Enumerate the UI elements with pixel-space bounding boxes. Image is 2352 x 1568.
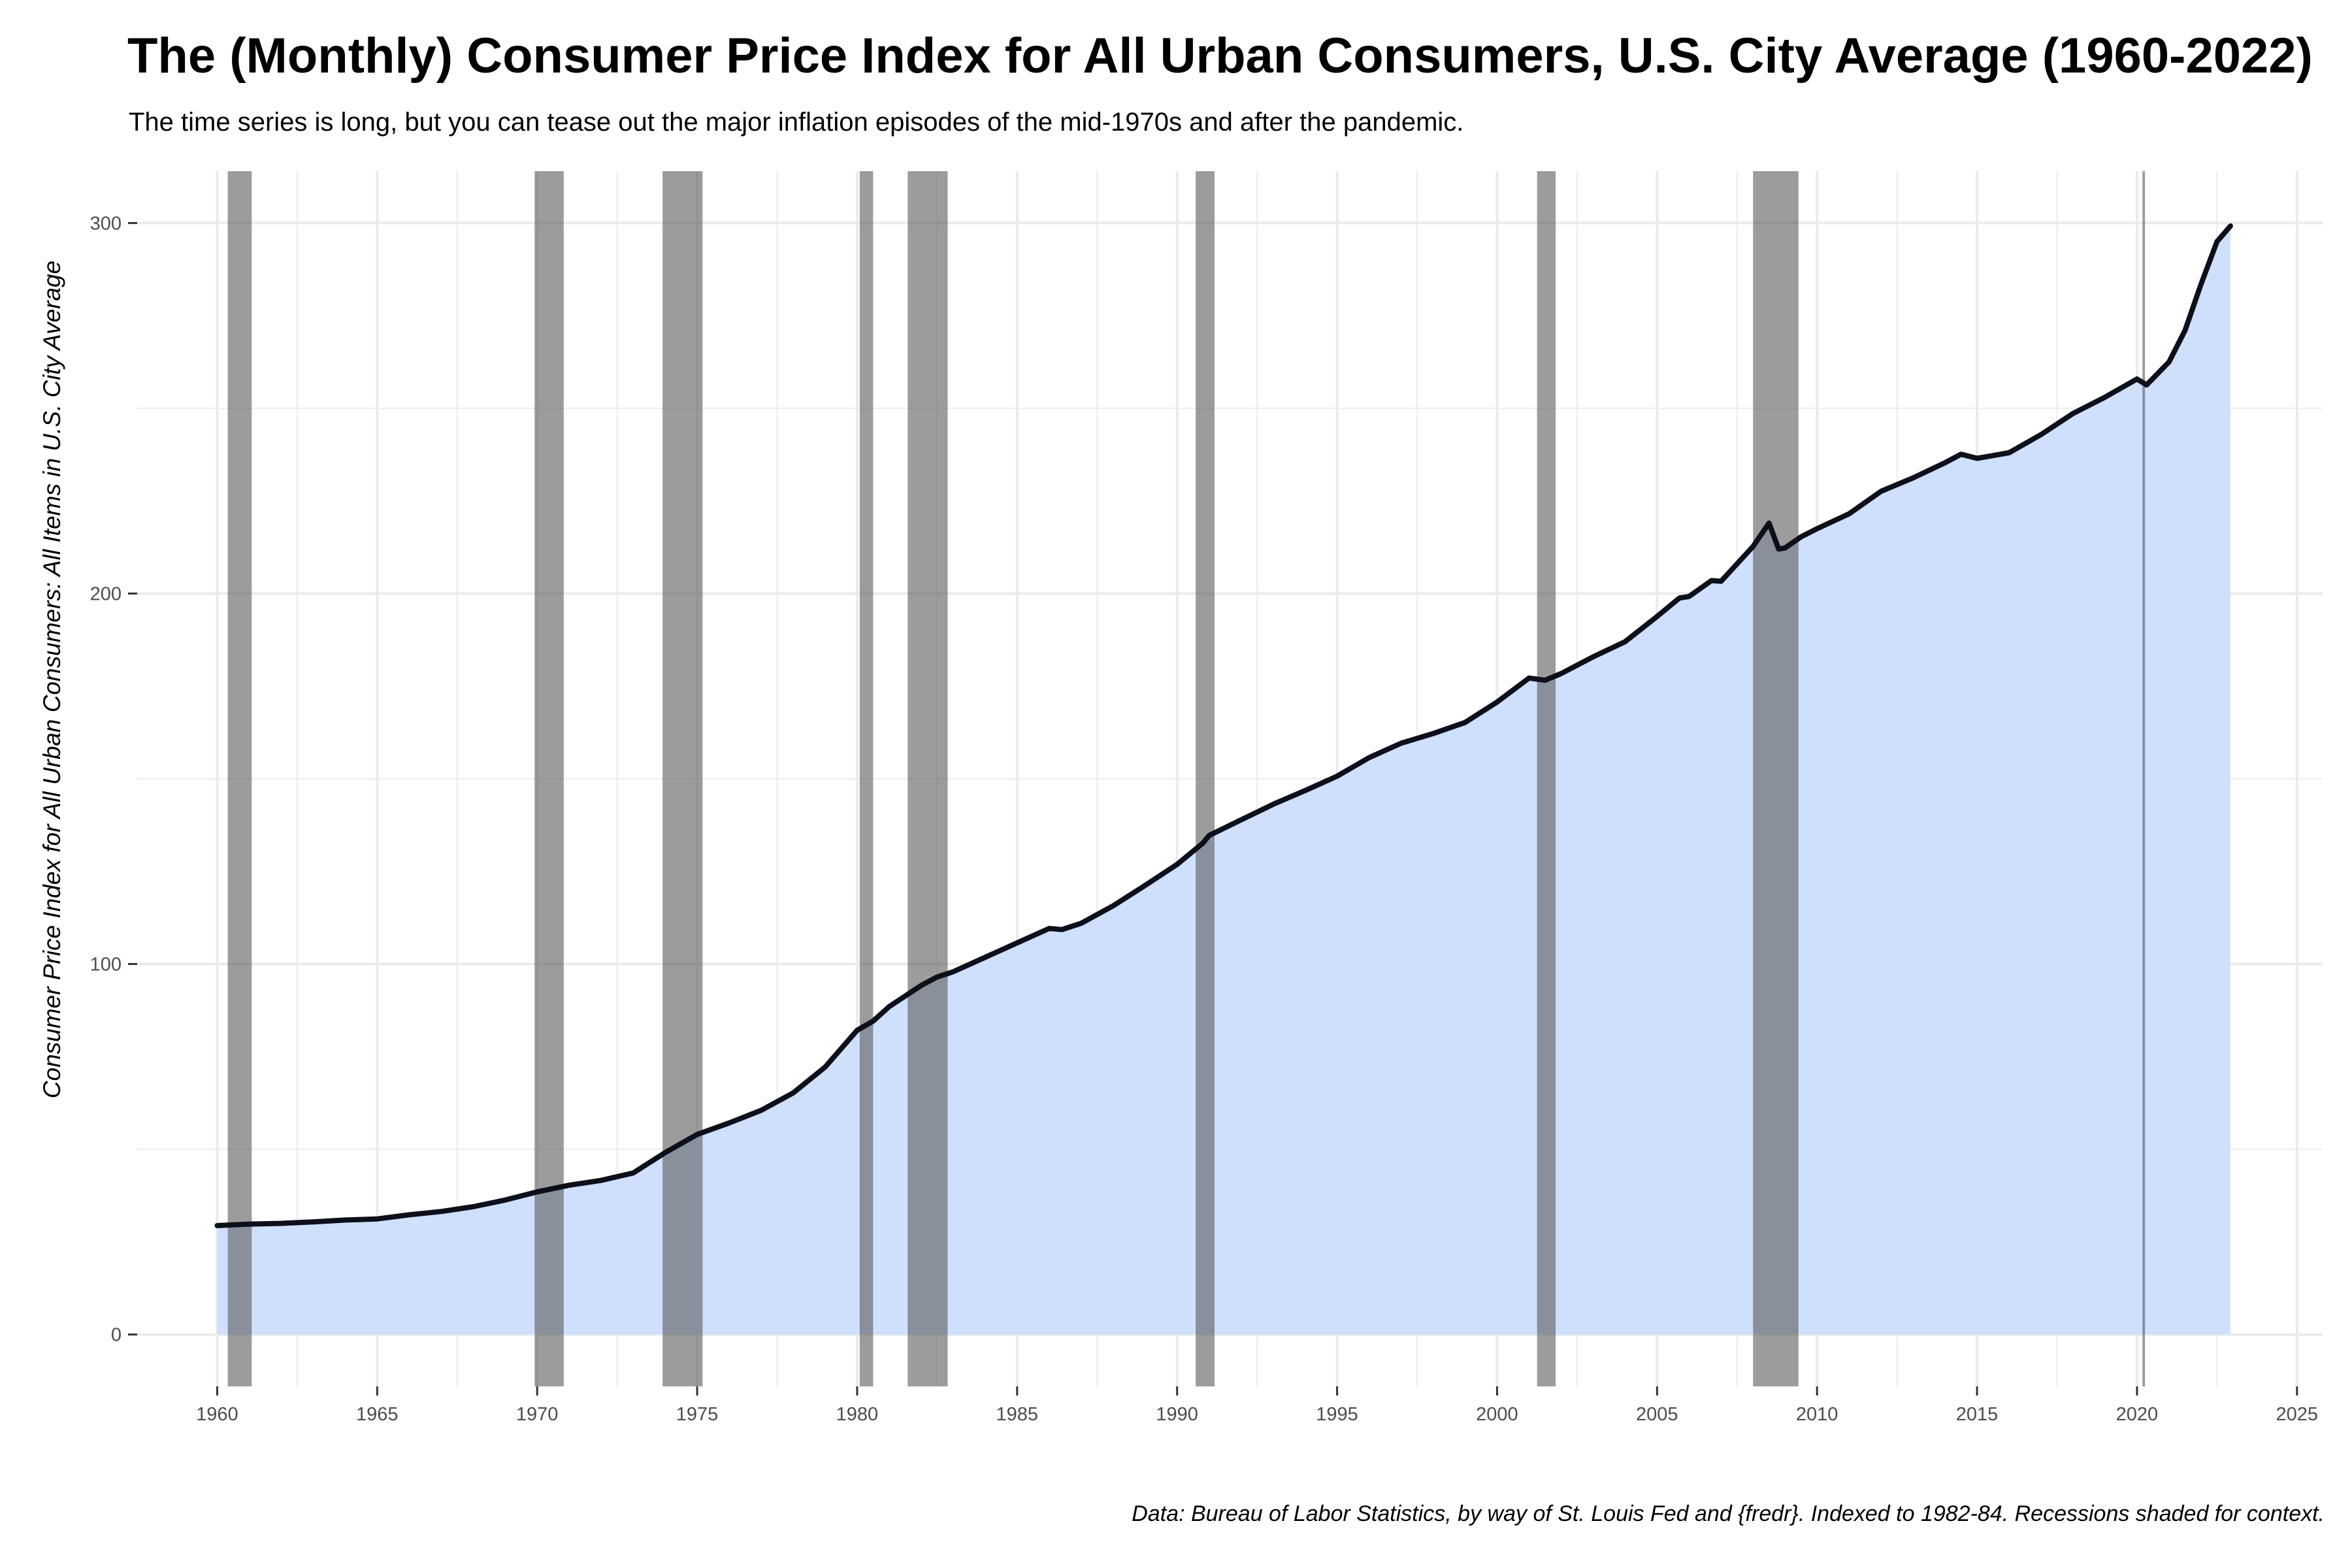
recession-band [1753,171,1799,1386]
recession-band [907,171,948,1386]
x-tick-label: 2020 [2116,1404,2159,1425]
recession-band [2142,171,2146,1386]
y-tick-label: 200 [90,583,122,604]
x-tick-label: 2025 [2276,1404,2319,1425]
x-tick-label: 2005 [1636,1404,1678,1425]
area-layer [217,225,2231,1335]
x-tick-label: 2015 [1956,1404,1999,1425]
x-tick-label: 2010 [1796,1404,1838,1425]
x-tick-label: 1975 [676,1404,719,1425]
recession-band [1196,171,1215,1386]
recession-bands [227,171,2146,1386]
recession-band [1537,171,1556,1386]
x-tick-label: 1990 [1156,1404,1198,1425]
chart-title: The (Monthly) Consumer Price Index for A… [127,28,2313,84]
y-tick-label: 0 [111,1325,122,1346]
x-axis: 1960 1965 1970 1975 1980 1985 1990 1995 2000 2005… [196,1386,2318,1425]
x-tick-label: 1965 [356,1404,399,1425]
chart-caption: Data: Bureau of Labor Statistics, by way… [1132,1501,2325,1526]
y-tick-label: 300 [90,213,122,234]
y-tick-label: 100 [90,955,122,975]
x-tick-label: 1980 [836,1404,879,1425]
x-tick-label: 2000 [1476,1404,1518,1425]
cpi-line [214,223,2233,1228]
recession-band [534,171,564,1386]
cpi-area [217,225,2231,1335]
x-tick-label: 1960 [196,1404,238,1425]
recession-band [662,171,703,1386]
chart-subtitle: The time series is long, but you can tea… [129,108,1464,137]
x-tick-label: 1970 [516,1404,559,1425]
x-tick-label: 1995 [1316,1404,1358,1425]
recession-band [859,171,874,1386]
y-axis: 0 100 200 300 [90,213,137,1346]
line-layer [214,223,2233,1228]
x-tick-label: 1985 [996,1404,1039,1425]
recession-band [227,171,252,1386]
